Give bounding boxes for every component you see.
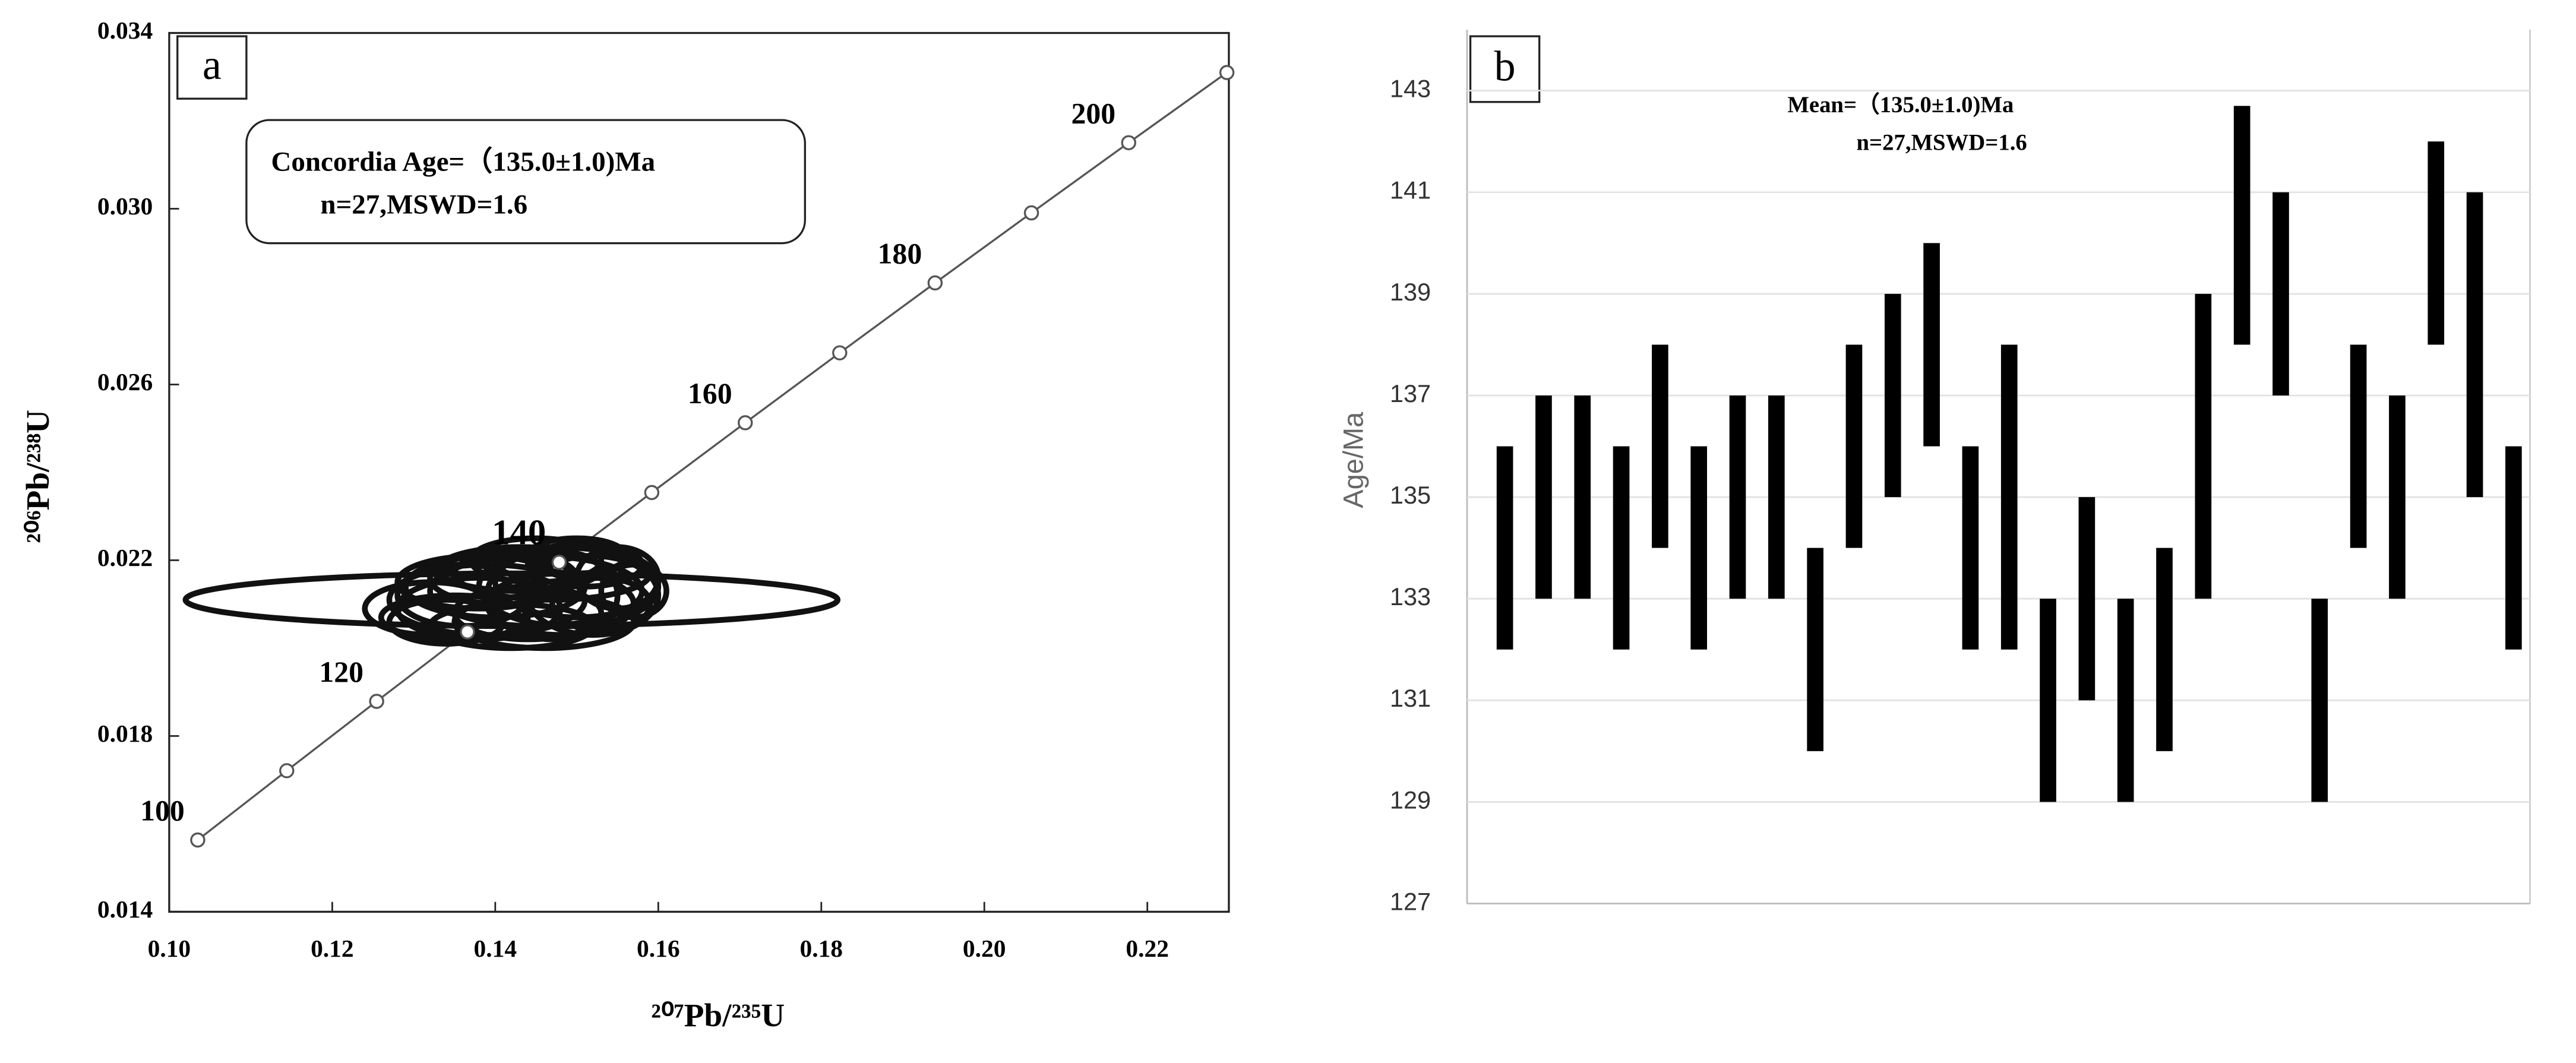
error-bar — [1729, 395, 1746, 599]
age-marker — [460, 624, 475, 640]
x-axis-label: ²⁰⁷Pb/²³⁵U — [651, 997, 785, 1033]
age-label: 100 — [140, 795, 185, 827]
error-ellipse — [386, 597, 507, 647]
x-tick-label: 0.14 — [474, 935, 517, 962]
age-marker — [927, 275, 943, 291]
error-bar — [2272, 192, 2289, 396]
error-bar — [2233, 106, 2251, 345]
error-bar — [2466, 192, 2483, 498]
y-tick-label: 0.018 — [97, 720, 153, 747]
y-axis-label: Age/Ma — [1337, 412, 1368, 508]
age-marker — [1121, 135, 1136, 151]
y-axis-label: ²⁰⁶Pb/²³⁸U — [20, 410, 56, 543]
age-marker — [737, 415, 753, 431]
age-label: 180 — [878, 238, 922, 270]
error-bar — [1535, 395, 1552, 599]
y-tick-label: 0.026 — [97, 368, 153, 396]
y-tick-label: 0.030 — [97, 192, 153, 220]
error-ellipse — [524, 535, 629, 577]
error-bar — [2156, 548, 2173, 751]
error-bar — [1652, 344, 1668, 548]
error-bar — [2040, 599, 2056, 802]
y-tick-label: 127 — [1390, 887, 1431, 915]
age-marker — [1219, 65, 1235, 80]
y-tick-label: 135 — [1390, 481, 1431, 509]
y-tick-label: 137 — [1390, 379, 1431, 407]
age-marker — [369, 694, 384, 709]
error-bar — [2428, 141, 2445, 345]
age-label: 120 — [319, 656, 364, 688]
age-label: 140 — [492, 513, 546, 553]
error-ellipse — [484, 548, 621, 643]
y-tick-label: 139 — [1390, 278, 1431, 306]
y-tick-label: 0.034 — [97, 17, 153, 44]
error-bar — [1613, 446, 1630, 650]
y-tick-label: 133 — [1390, 583, 1431, 610]
error-ellipse — [427, 601, 596, 651]
annotation: Concordia Age=（135.0±1.0)Ma — [271, 147, 655, 178]
x-tick-label: 0.20 — [963, 935, 1006, 962]
age-label: 160 — [688, 377, 732, 410]
age-marker — [1023, 205, 1039, 221]
error-bar — [1768, 395, 1785, 599]
annotation-box — [245, 119, 806, 245]
error-bar — [2311, 599, 2328, 802]
annotation: Mean=（135.0±1.0)Ma — [1787, 92, 2014, 118]
error-bar — [2078, 497, 2095, 701]
age-marker — [551, 555, 567, 570]
y-tick-label: 141 — [1390, 176, 1431, 204]
x-tick-label: 0.18 — [799, 935, 843, 962]
error-bar — [1807, 548, 1823, 751]
error-ellipse — [598, 561, 669, 621]
error-bar — [2195, 293, 2212, 599]
panel-label: a — [203, 41, 222, 88]
error-bar — [1962, 446, 1979, 650]
y-tick-label: 0.014 — [97, 896, 153, 923]
error-bar — [1923, 243, 1940, 447]
error-bar — [1496, 446, 1513, 650]
error-bar — [1690, 446, 1708, 650]
y-tick-label: 131 — [1390, 684, 1431, 712]
error-bar — [1845, 344, 1863, 548]
y-tick-label: 129 — [1390, 786, 1431, 814]
annotation: n=27,MSWD=1.6 — [320, 189, 527, 220]
error-bar — [2117, 599, 2134, 802]
panel-label: b — [1494, 43, 1516, 90]
age-label: 200 — [1071, 97, 1115, 129]
concordia-line — [197, 71, 1228, 841]
y-tick-label: 143 — [1390, 75, 1431, 103]
age-marker — [279, 763, 295, 779]
error-bar — [2350, 344, 2367, 548]
error-ellipse — [467, 535, 605, 586]
error-bar — [2505, 446, 2522, 650]
x-tick-label: 0.10 — [148, 935, 191, 962]
annotation: n=27,MSWD=1.6 — [1857, 130, 2027, 156]
panel-label-box — [176, 35, 248, 100]
age-marker — [832, 345, 848, 360]
x-tick-label: 0.16 — [637, 935, 680, 962]
error-bar — [2000, 344, 2018, 650]
error-bar — [2389, 395, 2406, 599]
error-bar — [1884, 293, 1901, 498]
plot-frame-a — [168, 31, 1230, 913]
age-marker — [644, 485, 660, 501]
x-tick-label: 0.12 — [311, 935, 354, 962]
error-bar — [1574, 395, 1591, 599]
x-tick-label: 0.22 — [1126, 935, 1169, 962]
y-tick-label: 0.022 — [97, 544, 153, 571]
age-marker — [190, 832, 206, 848]
